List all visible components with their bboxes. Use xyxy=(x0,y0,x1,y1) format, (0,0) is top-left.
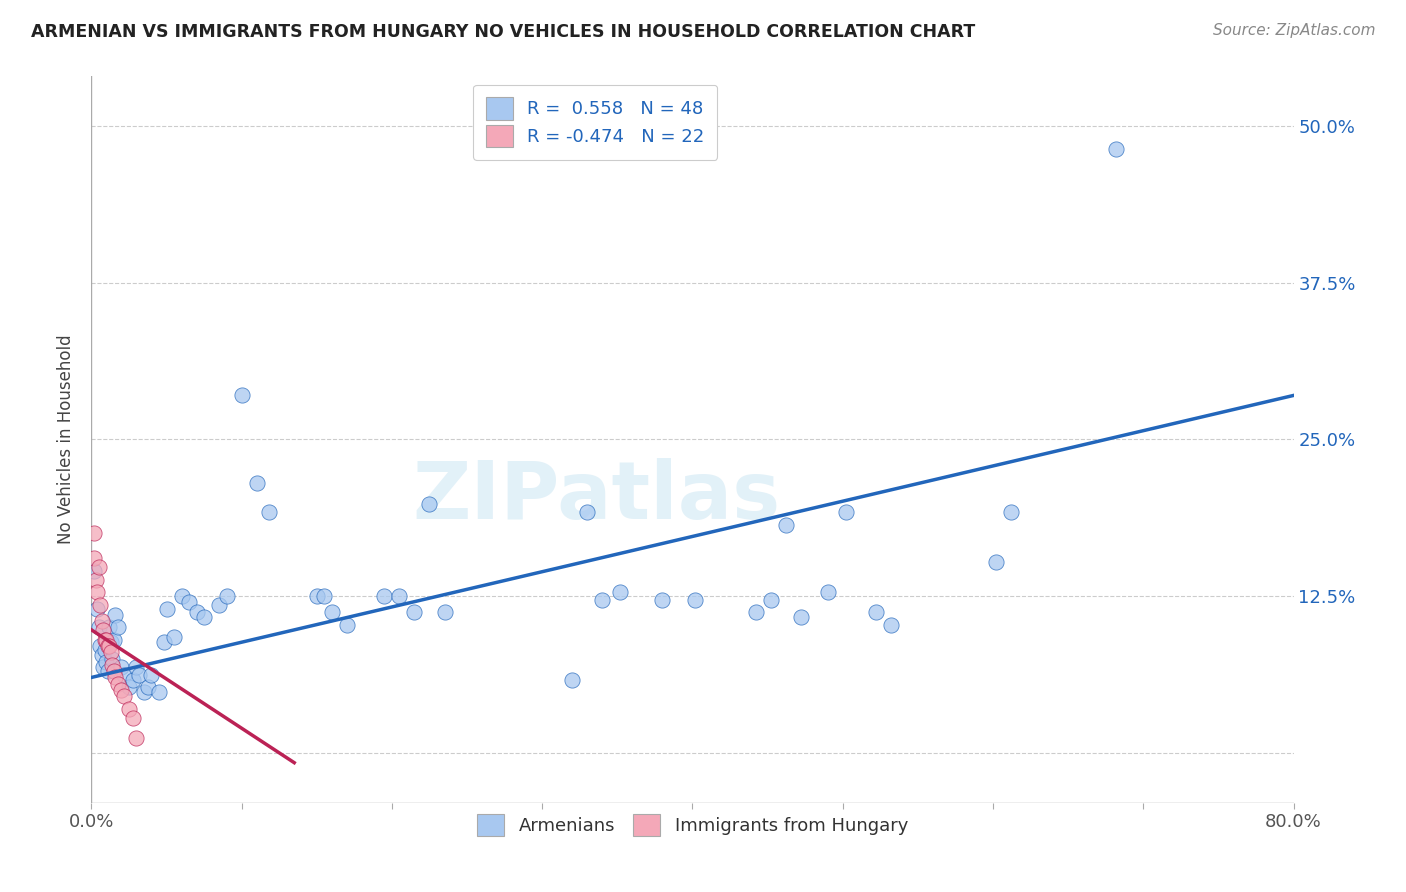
Point xyxy=(651,592,673,607)
Point xyxy=(86,601,108,615)
Point xyxy=(817,585,839,599)
Point xyxy=(93,660,115,674)
Point xyxy=(128,668,150,682)
Point xyxy=(132,685,155,699)
Point xyxy=(152,635,174,649)
Point xyxy=(373,589,395,603)
Point xyxy=(141,668,163,682)
Point xyxy=(775,517,797,532)
Point xyxy=(83,526,105,541)
Point xyxy=(114,690,136,704)
Point xyxy=(83,551,105,566)
Text: ZIPatlas: ZIPatlas xyxy=(412,458,780,536)
Point xyxy=(789,610,811,624)
Y-axis label: No Vehicles in Household: No Vehicles in Household xyxy=(58,334,76,544)
Point xyxy=(880,617,903,632)
Point xyxy=(104,670,127,684)
Point xyxy=(314,589,336,603)
Point xyxy=(89,598,111,612)
Point xyxy=(138,681,160,695)
Point xyxy=(744,605,766,619)
Point xyxy=(107,620,129,634)
Point xyxy=(685,592,707,607)
Point xyxy=(148,685,170,699)
Point xyxy=(155,601,177,615)
Point xyxy=(114,668,136,682)
Point xyxy=(305,589,328,603)
Point xyxy=(208,598,231,612)
Point xyxy=(83,564,105,578)
Point xyxy=(125,660,148,674)
Point xyxy=(101,657,124,672)
Point xyxy=(98,620,121,634)
Point xyxy=(96,632,118,647)
Point xyxy=(759,592,782,607)
Point xyxy=(231,388,253,402)
Point xyxy=(103,664,125,678)
Point xyxy=(215,589,238,603)
Point xyxy=(100,645,122,659)
Point xyxy=(388,589,411,603)
Point xyxy=(101,651,124,665)
Point xyxy=(97,664,120,678)
Point xyxy=(125,731,148,745)
Point xyxy=(86,585,108,599)
Point xyxy=(93,623,115,637)
Point xyxy=(418,498,440,512)
Point xyxy=(177,595,200,609)
Point xyxy=(110,683,132,698)
Point xyxy=(321,605,343,619)
Point xyxy=(257,505,280,519)
Point xyxy=(84,573,107,587)
Point xyxy=(104,607,127,622)
Point xyxy=(984,555,1007,569)
Point xyxy=(835,505,858,519)
Point xyxy=(609,585,631,599)
Legend: Armenians, Immigrants from Hungary: Armenians, Immigrants from Hungary xyxy=(464,801,921,848)
Point xyxy=(122,673,145,687)
Point xyxy=(122,710,145,724)
Point xyxy=(433,605,456,619)
Point xyxy=(186,605,208,619)
Point xyxy=(103,632,125,647)
Point xyxy=(90,648,112,662)
Point xyxy=(336,617,359,632)
Point xyxy=(110,660,132,674)
Point xyxy=(89,639,111,653)
Point xyxy=(1105,142,1128,156)
Point xyxy=(163,631,186,645)
Point xyxy=(96,656,118,670)
Point xyxy=(118,681,141,695)
Text: Source: ZipAtlas.com: Source: ZipAtlas.com xyxy=(1212,23,1375,38)
Point xyxy=(576,505,599,519)
Point xyxy=(94,643,117,657)
Point xyxy=(170,589,193,603)
Point xyxy=(87,560,110,574)
Point xyxy=(404,605,426,619)
Point xyxy=(561,673,583,687)
Point xyxy=(107,677,129,691)
Point xyxy=(94,632,117,647)
Point xyxy=(865,605,887,619)
Point xyxy=(193,610,215,624)
Point xyxy=(1000,505,1022,519)
Point xyxy=(100,635,122,649)
Point xyxy=(246,476,269,491)
Point xyxy=(591,592,613,607)
Point xyxy=(98,639,121,653)
Point xyxy=(97,639,120,653)
Point xyxy=(118,702,141,716)
Point xyxy=(90,614,112,628)
Point xyxy=(87,620,110,634)
Text: ARMENIAN VS IMMIGRANTS FROM HUNGARY NO VEHICLES IN HOUSEHOLD CORRELATION CHART: ARMENIAN VS IMMIGRANTS FROM HUNGARY NO V… xyxy=(31,23,976,41)
